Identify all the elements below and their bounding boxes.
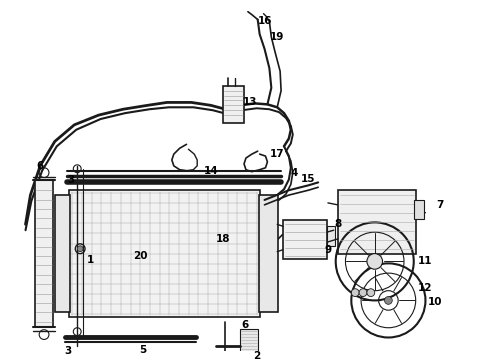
- Bar: [55, 195, 71, 312]
- Bar: [259, 195, 278, 312]
- Bar: [222, 86, 244, 123]
- Text: 7: 7: [437, 200, 444, 210]
- Bar: [70, 190, 260, 317]
- Circle shape: [367, 289, 375, 297]
- Bar: [338, 190, 416, 253]
- Text: 13: 13: [243, 98, 257, 107]
- Text: 6: 6: [37, 161, 44, 171]
- Text: 1: 1: [87, 256, 95, 265]
- Text: 15: 15: [301, 174, 316, 184]
- Text: 8: 8: [334, 219, 342, 229]
- Text: 3: 3: [68, 175, 75, 185]
- Circle shape: [385, 297, 392, 304]
- Text: 11: 11: [418, 256, 433, 266]
- Bar: [35, 180, 53, 327]
- Text: 5: 5: [139, 345, 146, 355]
- Text: 2: 2: [253, 351, 260, 360]
- Bar: [414, 200, 423, 220]
- Circle shape: [77, 246, 83, 252]
- Text: 3: 3: [64, 346, 71, 356]
- Circle shape: [351, 289, 359, 297]
- Text: 10: 10: [428, 297, 442, 307]
- Text: 18: 18: [215, 234, 230, 244]
- Text: 12: 12: [418, 283, 433, 293]
- Circle shape: [359, 289, 367, 297]
- Bar: [283, 220, 327, 260]
- Text: 4: 4: [290, 168, 297, 177]
- Bar: [327, 226, 335, 246]
- Bar: [240, 329, 258, 360]
- Text: 16: 16: [258, 17, 273, 26]
- Text: 9: 9: [324, 245, 331, 255]
- Text: 14: 14: [203, 166, 218, 176]
- Circle shape: [367, 253, 383, 269]
- Text: 17: 17: [270, 149, 285, 159]
- Text: 20: 20: [133, 251, 148, 261]
- Text: 19: 19: [270, 32, 284, 42]
- Text: 6: 6: [242, 320, 248, 330]
